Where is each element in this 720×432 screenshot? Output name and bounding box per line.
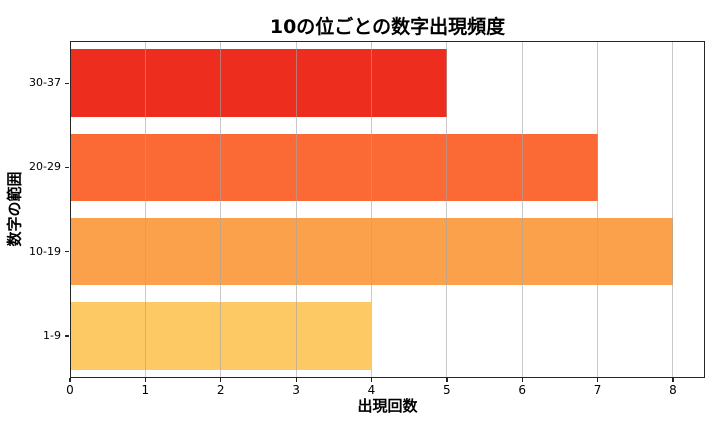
gridline-x3 <box>295 42 297 377</box>
x-tick-label: 2 <box>216 383 225 397</box>
y-tick-label: 10-19 <box>29 244 61 258</box>
x-tick-label: 6 <box>518 383 527 397</box>
y-tick-label: 30-37 <box>29 76 61 90</box>
gridline-x7 <box>597 42 599 377</box>
chart-title: 10の位ごとの数字出現頻度 <box>269 16 506 38</box>
x-tick-label: 8 <box>669 383 677 397</box>
x-tick-label: 1 <box>141 383 150 397</box>
bar-1-9 <box>71 302 372 370</box>
y-tick-label: 1-9 <box>43 328 61 342</box>
x-tick <box>295 378 297 382</box>
x-tick-label: 3 <box>292 383 300 397</box>
x-tick <box>521 378 523 382</box>
x-tick <box>69 378 71 382</box>
x-tick <box>370 378 373 382</box>
x-tick-label: 5 <box>443 383 451 397</box>
gridline-x2 <box>220 42 222 377</box>
gridline-x8 <box>672 42 674 377</box>
y-tick-label: 20-29 <box>29 160 61 174</box>
x-tick <box>596 378 599 382</box>
x-tick-label: 4 <box>367 383 376 397</box>
y-tick <box>65 335 69 337</box>
x-tick <box>144 378 147 382</box>
bar-10-19 <box>71 217 673 286</box>
bar-20-29 <box>71 133 598 202</box>
x-tick <box>672 378 674 382</box>
bar-30-37 <box>71 49 447 117</box>
y-tick <box>65 251 69 253</box>
x-axis-label: 出現回数 <box>357 397 418 415</box>
gridline-x4 <box>370 42 372 377</box>
gridline-x6 <box>521 42 523 377</box>
gridline-x1 <box>144 42 146 377</box>
y-tick <box>65 82 69 84</box>
x-tick <box>220 378 222 382</box>
y-tick <box>65 166 69 169</box>
gridline-x5 <box>446 42 448 377</box>
y-axis-label: 数字の範囲 <box>5 171 24 247</box>
x-tick-label: 0 <box>66 383 74 397</box>
x-tick <box>446 378 448 382</box>
x-tick-label: 7 <box>593 383 602 397</box>
